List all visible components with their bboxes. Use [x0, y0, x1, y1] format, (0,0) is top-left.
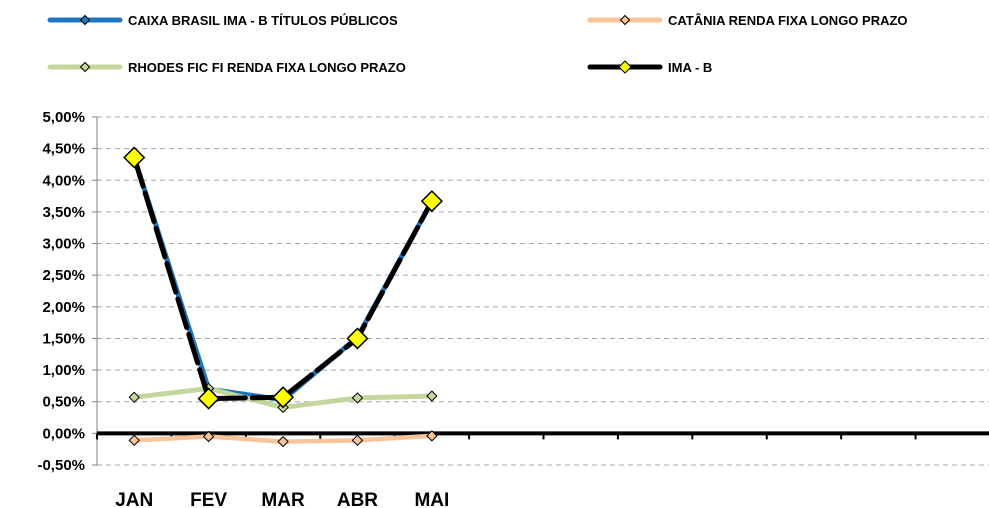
x-category-label: MAR	[261, 490, 305, 508]
legend-swatch-marker	[79, 14, 91, 26]
y-tick-label: 4,00%	[42, 172, 85, 189]
y-tick-label: 1,50%	[42, 330, 85, 347]
data-point	[426, 430, 438, 442]
y-tick-label: 0,00%	[42, 425, 85, 442]
gridlines	[97, 116, 989, 466]
data-point	[426, 390, 438, 402]
y-axis-tick-labels: -0,50% 0,00% 0,50% 1,00% 1,50% 2,00% 2,50% 3,00…	[37, 109, 85, 474]
legend-swatch-marker	[619, 14, 631, 26]
legend-entry: IMA - B	[587, 60, 712, 75]
data-point	[351, 434, 364, 447]
x-category-label: MAI	[414, 490, 449, 508]
data-point	[277, 435, 289, 448]
legend-swatch-marker	[79, 61, 91, 73]
data-point	[271, 386, 295, 409]
data-point	[128, 434, 140, 447]
y-tick-label: 5,00%	[42, 109, 85, 126]
y-tick-label: 1,00%	[42, 362, 85, 379]
data-point	[346, 327, 369, 350]
data-point	[351, 392, 364, 404]
data-point	[197, 387, 220, 410]
series-lines	[123, 146, 443, 448]
legend-label: CATÂNIA RENDA FIXA LONGO PRAZO	[668, 13, 908, 28]
data-point	[123, 146, 146, 169]
y-tick-label: -0,50%	[37, 457, 85, 474]
data-point	[202, 430, 215, 443]
y-tick-label: 3,50%	[42, 204, 85, 221]
legend-label: IMA - B	[668, 60, 712, 75]
legend-entry: CATÂNIA RENDA FIXA LONGO PRAZO	[587, 13, 908, 28]
y-tick-label: 0,50%	[42, 394, 85, 411]
x-category-label: JAN	[115, 490, 153, 508]
series-1	[128, 430, 438, 448]
legend-label: RHODES FIC FI RENDA FIXA LONGO PRAZO	[128, 60, 406, 75]
legend-entry: CAIXA BRASIL IMA - B TÍTULOS PÚBLICOS	[47, 13, 398, 28]
data-point	[128, 391, 140, 404]
data-point	[420, 190, 443, 213]
axes	[92, 116, 989, 466]
y-tick-label: 3,00%	[42, 236, 85, 253]
x-category-label: ABR	[337, 490, 378, 508]
x-axis-category-labels: JAN FEV MAR ABR MAI	[115, 490, 449, 508]
legend-label: CAIXA BRASIL IMA - B TÍTULOS PÚBLICOS	[128, 13, 398, 28]
y-tick-label: 2,00%	[42, 299, 85, 316]
legend-swatch-marker	[618, 60, 632, 74]
legend: CAIXA BRASIL IMA - B TÍTULOS PÚBLICOS CAT…	[47, 13, 908, 75]
y-tick-label: 2,50%	[42, 267, 85, 284]
x-category-label: FEV	[190, 490, 227, 508]
series-3	[123, 146, 443, 410]
y-tick-label: 4,50%	[42, 141, 85, 158]
legend-entry: RHODES FIC FI RENDA FIXA LONGO PRAZO	[47, 60, 406, 75]
